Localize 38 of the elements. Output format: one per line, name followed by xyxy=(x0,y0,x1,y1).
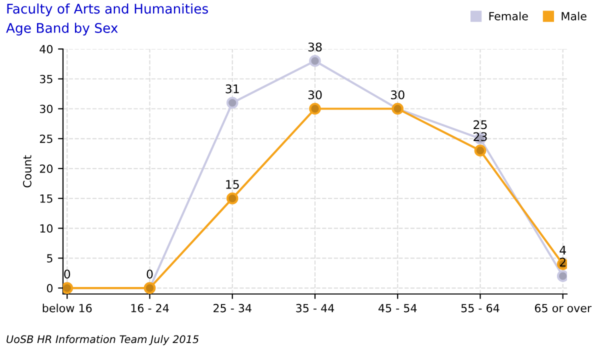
legend-label: Male xyxy=(562,12,586,20)
x-tick-label: 35 - 44 xyxy=(296,304,334,312)
y-tick-label: 40 xyxy=(40,44,53,54)
data-label: 0 xyxy=(64,270,70,279)
x-tick-label: 25 - 34 xyxy=(214,304,252,312)
data-label: 23 xyxy=(474,132,487,142)
x-tick-label: below 16 xyxy=(42,304,92,312)
data-label: 30 xyxy=(308,90,322,100)
text: UoSB HR Information Team July 2015 xyxy=(6,335,199,346)
y-tick-label: 20 xyxy=(40,164,53,173)
y-tick-label: 5 xyxy=(47,254,52,263)
data-label: 2 xyxy=(560,258,566,266)
y-tick-label: 30 xyxy=(40,104,53,114)
point xyxy=(309,102,321,115)
x-tick-label: 55 - 64 xyxy=(461,304,500,312)
point xyxy=(309,55,321,67)
data-label: 38 xyxy=(308,42,322,52)
y-tick-label: 0 xyxy=(46,284,53,292)
x-tick-label: 45 - 54 xyxy=(378,304,417,312)
chart-title: Faculty of Arts and Humanities xyxy=(7,4,208,16)
data-label: 4 xyxy=(560,246,566,254)
point xyxy=(226,96,238,109)
point xyxy=(474,144,486,156)
data-label: 25 xyxy=(474,120,487,130)
data-label: 0 xyxy=(146,270,153,279)
y-tick-label: 15 xyxy=(40,194,52,203)
y-axis-title: Count xyxy=(23,155,32,188)
point xyxy=(226,192,238,204)
legend-label: Female xyxy=(489,12,528,20)
y-tick-label: 25 xyxy=(40,134,52,144)
data-label: 15 xyxy=(226,180,239,189)
chart-subtitle: Age Band by Sex xyxy=(6,22,118,36)
data-label: 31 xyxy=(226,84,239,94)
x-tick-label: 16 - 24 xyxy=(131,304,169,312)
y-tick-label: 10 xyxy=(40,224,53,233)
data-label: 30 xyxy=(391,90,404,100)
y-tick-label: 35 xyxy=(40,74,52,84)
x-tick-label: 65 or over xyxy=(534,304,592,312)
